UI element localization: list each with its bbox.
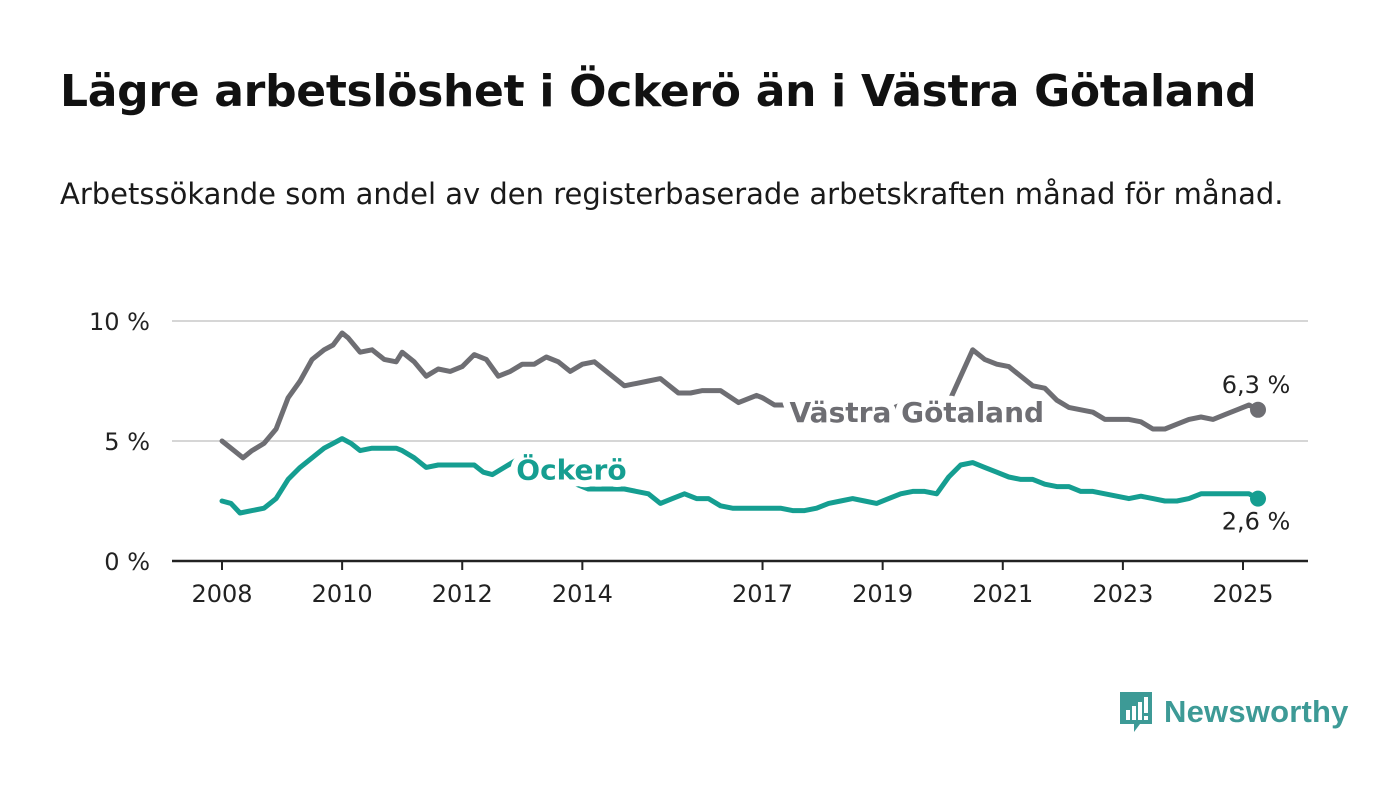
x-tick-label: 2012 xyxy=(432,580,493,608)
x-tick-label: 2021 xyxy=(972,580,1033,608)
grid-lines xyxy=(172,320,1308,442)
y-tick-label: 0 % xyxy=(104,548,150,576)
series-line xyxy=(219,436,1261,516)
x-tick-label: 2023 xyxy=(1092,580,1153,608)
x-tick-label: 2008 xyxy=(191,580,252,608)
y-tick-label: 10 % xyxy=(89,308,150,336)
series-lines xyxy=(219,330,1267,516)
series-end-point xyxy=(1250,401,1267,418)
end-value-label: 6,3 % xyxy=(1222,371,1291,399)
chart-title: Lägre arbetslöshet i Öckerö än i Västra … xyxy=(60,66,1257,117)
axes: 0 % 5 % 10 % 2008 2010 2012 2014 2017 2019 2021 20… xyxy=(89,308,1308,608)
brand-name: Newsworthy xyxy=(1164,694,1349,729)
x-tick-label: 2025 xyxy=(1212,580,1273,608)
x-tick-label: 2010 xyxy=(312,580,373,608)
x-tick-label: 2014 xyxy=(552,580,613,608)
end-value-label: 2,6 % xyxy=(1222,508,1291,536)
x-tick-label: 2019 xyxy=(852,580,913,608)
series-end-point xyxy=(1250,490,1267,507)
bar-chart-speech-bubble-icon xyxy=(1120,692,1152,732)
series-labels: Västra Götaland Öckerö 6,3 % 2,6 % xyxy=(509,371,1291,536)
y-tick-label: 5 % xyxy=(104,428,150,456)
series-line xyxy=(219,330,1261,461)
series-name-label: Öckerö xyxy=(516,452,626,486)
series-name-label: Västra Götaland xyxy=(790,396,1045,429)
line-chart: 0 % 5 % 10 % 2008 2010 2012 2014 2017 2019 2021 20… xyxy=(89,308,1308,608)
x-tick-label: 2017 xyxy=(732,580,793,608)
chart-subtitle: Arbetssökande som andel av den registerb… xyxy=(60,177,1284,211)
newsworthy-logo: Newsworthy xyxy=(1118,690,1349,734)
